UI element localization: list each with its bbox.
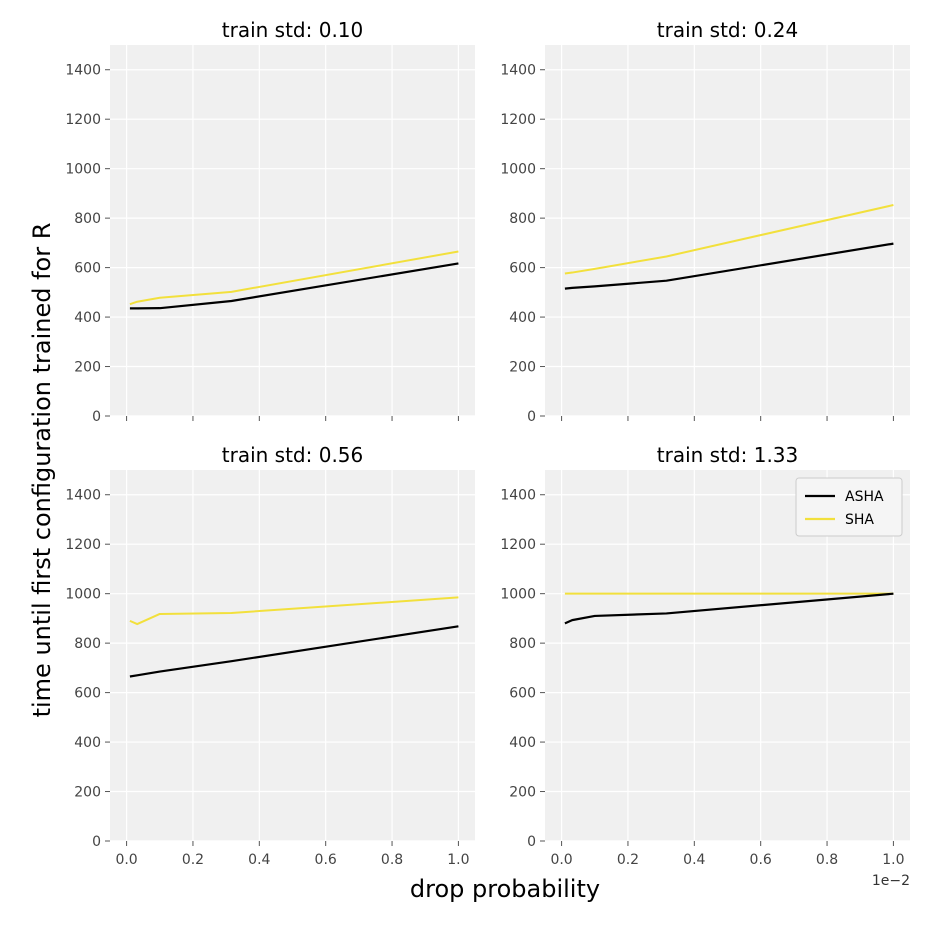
y-tick-label: 1000 bbox=[65, 587, 101, 603]
y-tick-label: 200 bbox=[509, 785, 536, 801]
y-tick-label: 200 bbox=[509, 360, 536, 376]
y-tick-label: 1200 bbox=[500, 112, 536, 128]
y-tick-label: 1200 bbox=[500, 537, 536, 553]
x-tick-label: 1.0 bbox=[447, 852, 469, 868]
y-tick-label: 1400 bbox=[500, 488, 536, 504]
series-line-asha bbox=[564, 242, 894, 290]
x-tick-label: 1.0 bbox=[882, 852, 904, 868]
series-line-sha bbox=[129, 250, 459, 306]
series-line-asha bbox=[564, 592, 894, 625]
x-tick-label: 0.6 bbox=[315, 852, 337, 868]
plot-area bbox=[110, 45, 475, 416]
y-tick-label: 400 bbox=[74, 310, 101, 326]
x-tick-label: 0.2 bbox=[182, 852, 204, 868]
panel-title: train std: 0.10 bbox=[222, 18, 364, 42]
plot-area bbox=[110, 470, 475, 841]
y-tick-label: 0 bbox=[527, 834, 536, 850]
legend-box bbox=[795, 477, 903, 537]
y-tick-label: 800 bbox=[509, 636, 536, 652]
y-tick-label: 1200 bbox=[65, 112, 101, 128]
panel-title: train std: 1.33 bbox=[657, 443, 799, 467]
y-tick-label: 0 bbox=[527, 409, 536, 425]
y-tick-label: 1000 bbox=[500, 162, 536, 178]
x-tick-label: 0.4 bbox=[683, 852, 705, 868]
x-tick-label: 0.0 bbox=[115, 852, 137, 868]
y-tick-label: 1400 bbox=[500, 63, 536, 79]
y-tick-label: 600 bbox=[509, 261, 536, 277]
plot-area bbox=[545, 45, 910, 416]
y-tick-label: 600 bbox=[74, 261, 101, 277]
legend-label-asha: ASHA bbox=[845, 489, 884, 505]
x-tick-label: 0.8 bbox=[816, 852, 838, 868]
panels: 0 200 400 600 800 1000 1200 1400 train std: 0.10… bbox=[65, 18, 910, 868]
y-axis-label: time until first configuration trained f… bbox=[28, 223, 56, 718]
series-line-sha bbox=[129, 596, 459, 626]
y-tick-label: 1000 bbox=[500, 587, 536, 603]
y-tick-label: 1000 bbox=[65, 162, 101, 178]
chart-panel-1: 0 200 400 600 800 1000 1200 1400 train std: 0.10 bbox=[65, 18, 475, 425]
x-tick-label: 0.4 bbox=[248, 852, 270, 868]
y-tick-label: 1400 bbox=[65, 63, 101, 79]
x-tick-label: 0.8 bbox=[381, 852, 403, 868]
y-tick-label: 600 bbox=[74, 686, 101, 702]
y-tick-label: 1400 bbox=[65, 488, 101, 504]
x-axis-label: drop probability bbox=[410, 875, 600, 903]
y-tick-label: 800 bbox=[509, 211, 536, 227]
x-offset-text: 1e−2 bbox=[872, 873, 910, 889]
y-tick-label: 0 bbox=[92, 409, 101, 425]
y-tick-label: 400 bbox=[74, 735, 101, 751]
y-tick-label: 800 bbox=[74, 211, 101, 227]
y-tick-label: 400 bbox=[509, 735, 536, 751]
legend: ASHA SHA bbox=[795, 477, 903, 537]
panel-title: train std: 0.24 bbox=[657, 18, 799, 42]
legend-label-sha: SHA bbox=[845, 512, 874, 528]
panel-title: train std: 0.56 bbox=[222, 443, 364, 467]
y-tick-label: 200 bbox=[74, 785, 101, 801]
chart-panel-2: 0 200 400 600 800 1000 1200 1400 train std: 0.24 bbox=[500, 18, 910, 425]
series-line-asha bbox=[129, 262, 459, 310]
y-tick-label: 800 bbox=[74, 636, 101, 652]
x-tick-label: 0.2 bbox=[617, 852, 639, 868]
x-tick-label: 0.0 bbox=[550, 852, 572, 868]
series-line-asha bbox=[129, 625, 459, 678]
y-tick-label: 400 bbox=[509, 310, 536, 326]
x-tick-label: 0.6 bbox=[750, 852, 772, 868]
chart-panel-3: 0 200 400 600 800 1000 1200 1400 0.0 0.2 0.4 0.6 0.8… bbox=[65, 443, 475, 868]
y-tick-label: 0 bbox=[92, 834, 101, 850]
y-tick-label: 200 bbox=[74, 360, 101, 376]
y-tick-label: 600 bbox=[509, 686, 536, 702]
chart-panel-4: 0 200 400 600 800 1000 1200 1400 0.0 0.2 0.4 0.6 0.8… bbox=[500, 443, 910, 868]
series-line-sha bbox=[564, 204, 894, 275]
y-tick-label: 1200 bbox=[65, 537, 101, 553]
